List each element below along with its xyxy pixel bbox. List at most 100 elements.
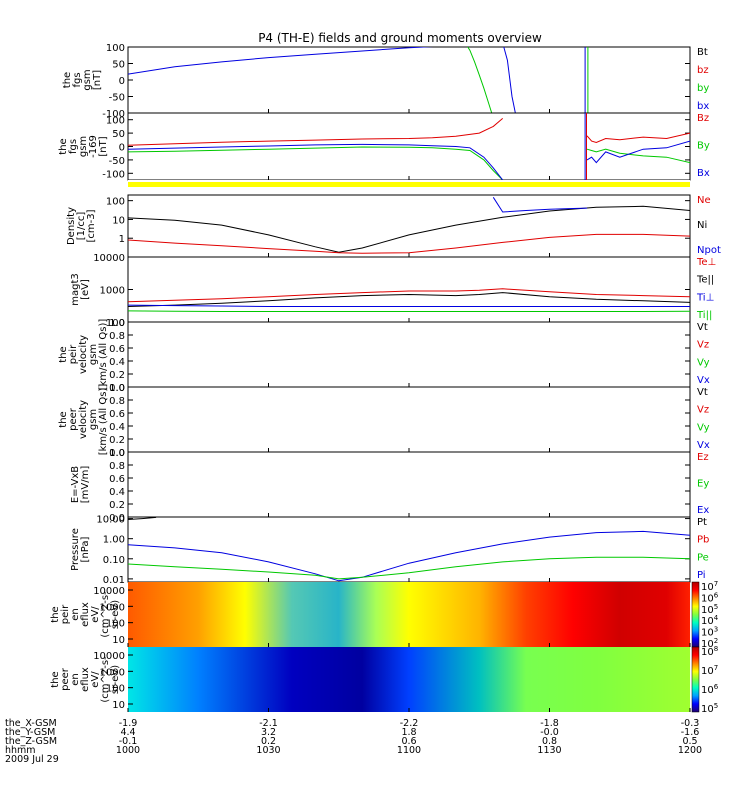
y-tick-label: -50 bbox=[109, 93, 125, 104]
colorbar-exponent: 6 bbox=[714, 683, 719, 691]
y-tick-label: 0.6 bbox=[109, 409, 125, 420]
y-tick-label: 0.10 bbox=[103, 555, 125, 566]
x-column-value: 4.4 bbox=[120, 727, 135, 738]
y-tick-label: 1.0 bbox=[109, 383, 125, 394]
y-tick-label: 0 bbox=[119, 76, 125, 87]
y-tick-label: 10000 bbox=[93, 651, 125, 662]
legend-Bz: Bz bbox=[697, 113, 709, 124]
y-tick-label: -50 bbox=[109, 156, 125, 167]
panel-density: 100 10 1 Density [1/cc] [cm-3] Ne Ni Npot bbox=[66, 194, 721, 258]
y-axis-label: the bbox=[58, 411, 69, 427]
y-axis-label: sr-eV) bbox=[110, 600, 121, 629]
y-axis-label: en bbox=[70, 608, 81, 621]
y-tick-label: 100 bbox=[106, 197, 125, 208]
series-line-blue bbox=[492, 197, 588, 213]
colorbar-label: 107 bbox=[701, 664, 718, 677]
panel-frame bbox=[127, 386, 691, 453]
x-column-value: 3.2 bbox=[261, 727, 276, 738]
x-column-value: 0.2 bbox=[261, 736, 276, 747]
y-axis-label: gsm bbox=[78, 136, 89, 157]
y-tick-label: 0.0 bbox=[109, 448, 125, 459]
y-tick-label: 0.01 bbox=[103, 575, 125, 586]
y-axis-label: Density bbox=[66, 207, 77, 245]
x-column-value: 1100 bbox=[397, 745, 421, 756]
y-axis-label: Pressure bbox=[70, 528, 81, 571]
x-column-value: 1000 bbox=[116, 745, 140, 756]
y-axis-label: peer bbox=[60, 667, 71, 691]
x-column-value: -0.0 bbox=[540, 727, 559, 738]
series-line-green bbox=[128, 310, 690, 312]
colorbar-exponent: 3 bbox=[714, 626, 718, 634]
y-tick-label: 1.0 bbox=[109, 318, 125, 329]
panel-frame bbox=[127, 451, 691, 518]
series-line-blue bbox=[128, 304, 690, 307]
x-column-value: 1200 bbox=[678, 745, 702, 756]
y-axis-label: en bbox=[70, 673, 81, 686]
y-axis-label: the bbox=[50, 671, 61, 687]
legend-Ti⊥: Ti⊥ bbox=[696, 292, 714, 303]
y-axis-label: velocity bbox=[78, 400, 89, 439]
colorbar-label: 105 bbox=[701, 702, 718, 715]
y-axis-label: eflux bbox=[80, 602, 91, 627]
spectrogram-peer_spec bbox=[128, 647, 690, 712]
series-line-black bbox=[128, 205, 690, 253]
colorbar-exponent: 2 bbox=[714, 637, 718, 645]
legend-By: By bbox=[697, 141, 710, 152]
series-line-green bbox=[128, 146, 504, 180]
chart-title: P4 (TH-E) fields and ground moments over… bbox=[258, 31, 542, 45]
x-column-value: -1.6 bbox=[681, 727, 700, 738]
legend-Ni: Ni bbox=[697, 220, 707, 231]
series-line-red bbox=[128, 233, 690, 254]
x-column-value: 0.8 bbox=[542, 736, 557, 747]
legend-Vz: Vz bbox=[697, 405, 709, 416]
y-tick-label: 50 bbox=[112, 129, 125, 140]
y-tick-label: 0.0 bbox=[109, 383, 125, 394]
panel-frame bbox=[127, 112, 691, 181]
y-tick-label: 0.4 bbox=[109, 487, 125, 498]
colorbar-exponent: 5 bbox=[714, 702, 718, 710]
y-tick-label: 0.8 bbox=[109, 461, 125, 472]
y-tick-label: 1000 bbox=[100, 602, 125, 613]
colorbar-exponent: 5 bbox=[714, 603, 718, 611]
y-tick-label: 100 bbox=[106, 318, 125, 329]
series-line-green bbox=[128, 556, 690, 580]
y-axis-label: [km/s (All Qs)] bbox=[98, 384, 109, 456]
y-tick-label: 0.6 bbox=[109, 474, 125, 485]
y-tick-label: 1.0 bbox=[109, 448, 125, 459]
panel-peer_vel: 1.0 0.8 0.6 0.4 0.2 0.0 the peer velocity gsm [km/… bbox=[58, 383, 710, 459]
series-line-blue bbox=[128, 530, 690, 582]
panel-peer_spec: 10000 1000 100 10 108 107 106 105 the peer en eflux… bbox=[50, 645, 719, 715]
y-tick-label: 1000 bbox=[100, 286, 125, 297]
panel-fgs169: 100 50 0 -50 -100 the fgs gsm -169 [nT] Bz By Bx bbox=[58, 112, 710, 181]
series-line-red bbox=[128, 118, 504, 146]
legend-Ez: Ez bbox=[697, 452, 709, 463]
panel-frame bbox=[127, 516, 691, 583]
y-axis-label: [1/cc] bbox=[76, 212, 87, 241]
series-line-black bbox=[128, 517, 157, 520]
series-line-blue bbox=[128, 47, 434, 75]
y-axis-label: eV/ bbox=[90, 671, 101, 688]
y-axis-label: eV/ bbox=[90, 606, 101, 623]
x-row-label: the_Z-GSM bbox=[5, 736, 57, 747]
y-tick-label: 100 bbox=[106, 43, 125, 54]
y-tick-label: 10 bbox=[112, 215, 125, 226]
legend-Ex: Ex bbox=[697, 505, 709, 516]
y-axis-label: [cm-3] bbox=[86, 209, 97, 242]
y-tick-label: 100 bbox=[106, 619, 125, 630]
y-axis-label: [km/s (All Qs)] bbox=[98, 319, 109, 391]
x-column-value: -2.2 bbox=[400, 718, 419, 729]
y-tick-label: 0.2 bbox=[109, 500, 125, 511]
y-axis-label: sr-eV) bbox=[110, 665, 121, 694]
panel-peir_vel: 1.0 0.8 0.6 0.4 0.2 0.0 the peir velocity gsm [km/… bbox=[58, 318, 710, 394]
x-column-value: -0.1 bbox=[119, 736, 138, 747]
legend-Ne: Ne bbox=[697, 195, 711, 206]
y-axis-label: the bbox=[58, 346, 69, 362]
y-axis-label: the bbox=[50, 606, 61, 622]
panel-temp: 10000 1000 100 magt3 [eV] Te⊥ Te|| Ti⊥ Ti|| bbox=[70, 253, 716, 329]
series-line-green bbox=[586, 148, 690, 164]
colorbar-exponent: 7 bbox=[714, 580, 718, 588]
x-column-value: -1.9 bbox=[119, 718, 138, 729]
